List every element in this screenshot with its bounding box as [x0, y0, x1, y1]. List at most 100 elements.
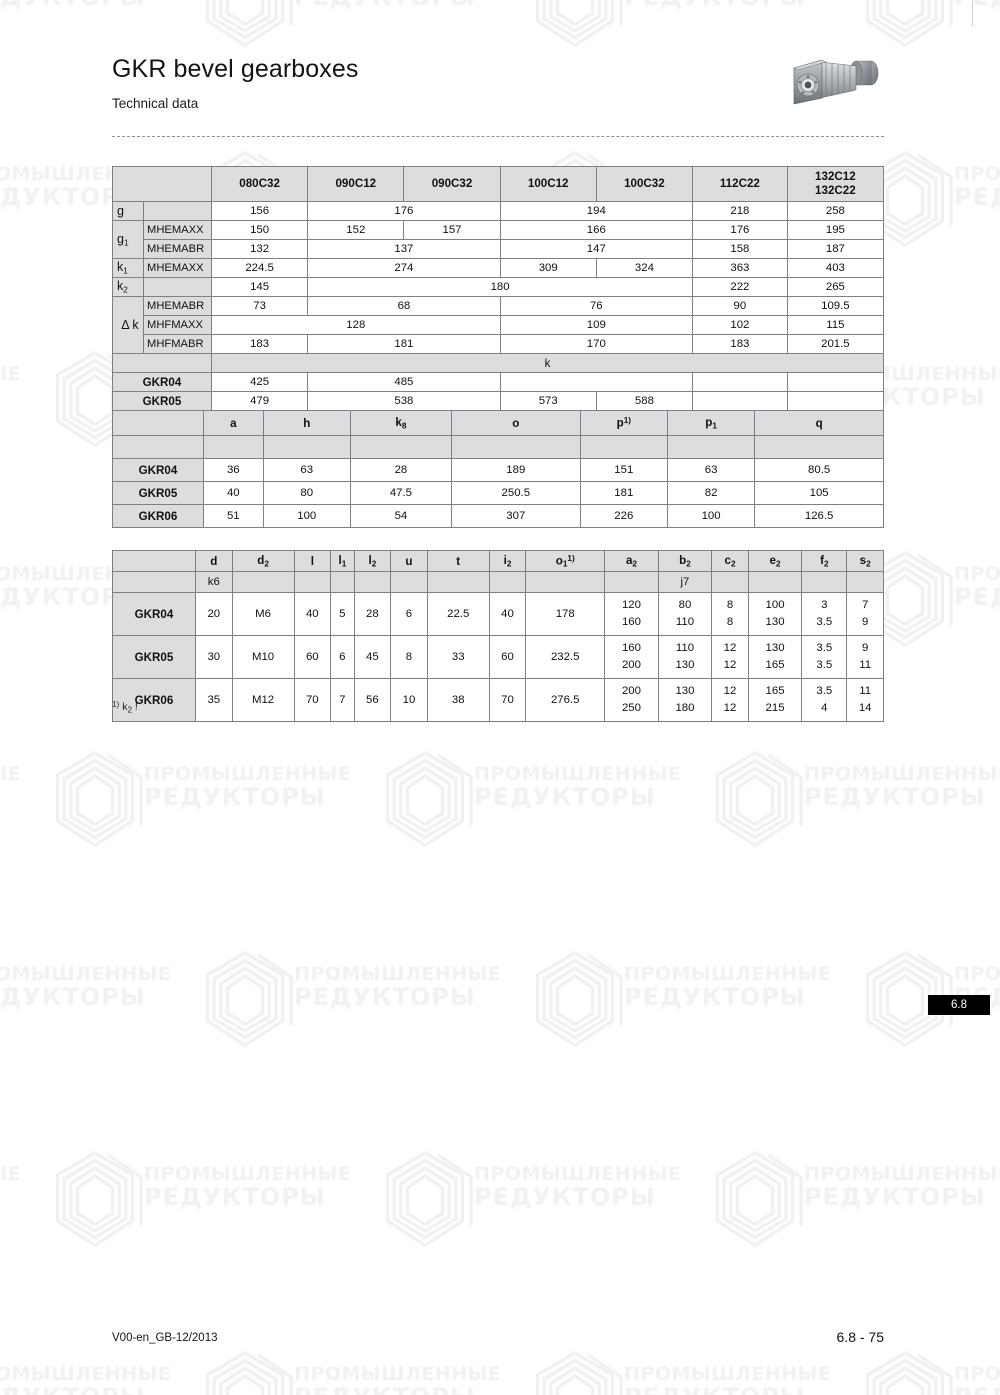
t1-data-row: k1 MHEMAXX 224.5 274 309 324 363 403	[112, 258, 885, 278]
t2-cell: 40	[203, 481, 264, 505]
t1-row-sublabel: MHEMAXX	[143, 220, 212, 240]
t1-cell: 152	[307, 220, 405, 240]
t3-cell: 40	[293, 592, 332, 636]
t3-cell: 28	[353, 592, 392, 636]
t2-cell: 47.5	[349, 481, 452, 505]
t3-cell: 60	[488, 635, 527, 679]
t1-data-row: Δ k MHEMABR 73 68 76 90 109.5	[112, 296, 885, 354]
t1-cell: 201.5	[786, 334, 885, 354]
t3-cell: 6	[330, 635, 355, 679]
t3-data-row: GKR06 35 M12 70 7 56 10 38 70 276.5 200 250 130 180 12…	[112, 678, 884, 722]
t3-data-row: GKR05 30 M10 60 6 45 8 33 60 232.5 160 200 110 130 12 1…	[112, 635, 884, 679]
t1-row-label: k2	[112, 277, 144, 297]
t3-header-row: d d2 l l1 l2 u t i2 o11) a2 b2 c2 e2 f2 s2	[112, 550, 884, 572]
t3-cell: 178	[525, 592, 606, 636]
t3-tolerance-cell	[330, 571, 355, 593]
t3-col-header: l	[293, 550, 332, 572]
page-subtitle: Technical data	[112, 96, 199, 111]
t1-k-row-label: GKR05	[112, 391, 212, 411]
t1-col-header: 090C32	[403, 166, 501, 202]
t1-cell: 403	[786, 258, 885, 278]
t1-cell: 183	[692, 334, 788, 354]
t1-col-header: 090C12	[307, 166, 405, 202]
t3-cell: M12	[231, 678, 295, 722]
t3-cell-dual: 130 165	[747, 635, 803, 679]
t3-cell: 10	[390, 678, 428, 722]
t1-cell: 145	[210, 277, 309, 297]
t2-subheader-row	[112, 435, 884, 459]
t1-cell: 194	[499, 201, 694, 221]
t3-cell-dual: 110 130	[657, 635, 713, 679]
t2-col-header: k8	[349, 410, 452, 436]
t3-cell-dual: 12 12	[711, 635, 749, 679]
t3-cell: 232.5	[525, 635, 606, 679]
t1-col-header: 132C12 132C22	[786, 166, 885, 202]
t3-col-header: o11)	[525, 550, 606, 572]
t3-cell: 22.5	[426, 592, 490, 636]
t1-cell: 68	[307, 296, 501, 316]
t2-data-row: GKR06 51 100 54 307 226 100 126.5	[112, 504, 884, 528]
t1-cell: 137	[307, 239, 501, 259]
t3-row-label: GKR06	[112, 678, 196, 722]
t3-col-header: u	[390, 550, 428, 572]
t2-cell: 307	[450, 504, 581, 528]
t2-cell: 100	[262, 504, 351, 528]
t3-cell: 70	[488, 678, 527, 722]
t3-col-header: e2	[747, 550, 803, 572]
t1-cell: 132	[210, 239, 309, 259]
t1-k-section-header-row: k	[112, 353, 884, 373]
table-shaft-and-flange-dimensions: d d2 l l1 l2 u t i2 o11) a2 b2 c2 e2 f2 s2 k6 j7 GKR04 20 M…	[112, 550, 884, 722]
t3-cell: 56	[353, 678, 392, 722]
t1-k-cell	[499, 372, 694, 392]
table-gearbox-dimensions-a-q: a h k8 o p1) p1 q GKR04 36 63 28 189 151 63 80.5 GKR05 4…	[112, 410, 884, 528]
t3-tolerance-cell	[293, 571, 332, 593]
t3-tol-corner	[112, 571, 196, 593]
t2-cell: 151	[579, 458, 668, 482]
t3-row-label: GKR04	[112, 592, 196, 636]
t3-cell-dual: 12 12	[711, 678, 749, 722]
t1-k-corner	[112, 353, 212, 373]
t3-cell: 8	[390, 635, 428, 679]
t3-cell: 20	[195, 592, 233, 636]
t1-row-label: g1	[112, 220, 144, 259]
t1-cell: 76	[499, 296, 694, 316]
t1-row-sublabel: MHEMABR	[143, 239, 212, 259]
t1-k-cell	[786, 372, 885, 392]
t3-col-header: s2	[846, 550, 884, 572]
t1-cell: 128	[211, 315, 501, 335]
t3-corner-cell	[112, 550, 196, 572]
t2-cell: 54	[349, 504, 452, 528]
t2-sub-cell	[666, 435, 756, 459]
t3-tolerance-row: k6 j7	[112, 571, 884, 593]
t3-tolerance-cell	[604, 571, 659, 593]
t2-cell: 189	[450, 458, 581, 482]
t3-cell-dual: 3 3.5	[801, 592, 848, 636]
t3-col-header: b2	[657, 550, 713, 572]
t3-cell: 38	[426, 678, 490, 722]
t2-cell: 250.5	[450, 481, 581, 505]
t3-cell: 6	[390, 592, 428, 636]
t1-header-row: 080C32 090C12 090C32 100C12 100C32 112C22 132C…	[112, 166, 885, 202]
t2-sub-cell	[349, 435, 452, 459]
t2-col-header: h	[262, 410, 351, 436]
t1-cell: 265	[786, 277, 885, 297]
t3-cell: 60	[293, 635, 332, 679]
t2-sub-cell	[450, 435, 581, 459]
t3-row-label: GKR05	[112, 635, 196, 679]
t2-sub-cell	[754, 435, 884, 459]
t1-cell: 176	[692, 220, 788, 240]
t1-row-sublabel: MHEMAXX	[143, 258, 212, 278]
t3-data-row: GKR04 20 M6 40 5 28 6 22.5 40 178 120 160 80 110 8 8 100…	[112, 592, 884, 636]
t1-row-label: Δ k	[112, 296, 144, 354]
t1-cell: 147	[499, 239, 694, 259]
t3-tolerance-cell	[353, 571, 392, 593]
t2-cell: 181	[579, 481, 668, 505]
t3-tolerance-cell	[231, 571, 295, 593]
t3-cell: 30	[195, 635, 233, 679]
t1-k-section-label: k	[211, 353, 884, 373]
t2-cell: 63	[666, 458, 756, 482]
t1-row-sublabel: MHFMABR	[143, 334, 212, 354]
t2-col-header: p1	[666, 410, 756, 436]
t1-data-row: MHEMABR 132 137 147 158 187	[113, 239, 885, 259]
